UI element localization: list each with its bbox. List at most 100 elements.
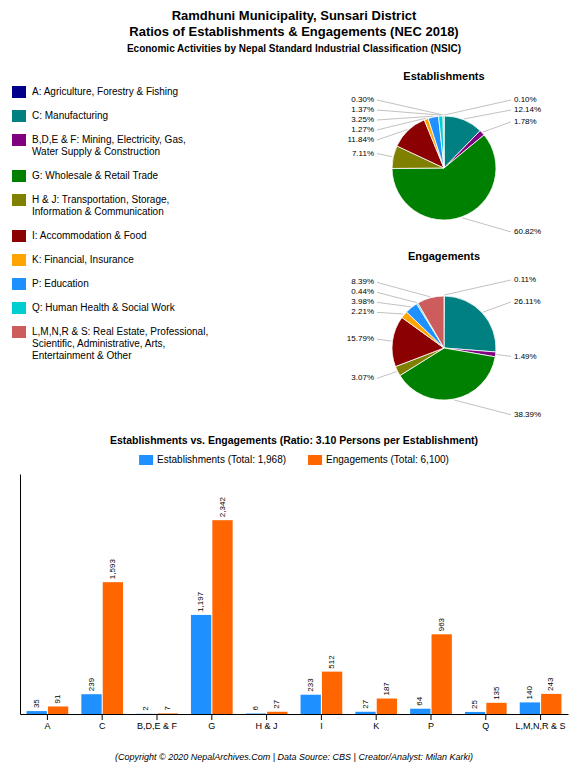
text-line: K: Financial, Insurance (32, 254, 134, 265)
leader-line (377, 282, 430, 296)
x-tick-label: H & J (256, 721, 278, 731)
bar (322, 672, 342, 714)
leader-line (377, 302, 411, 306)
legend-item: C: Manufacturing (12, 110, 108, 122)
slice-label: 0.11% (514, 275, 536, 284)
x-tick-mark (376, 714, 377, 720)
slices (392, 296, 496, 400)
x-tick: I (320, 714, 323, 731)
footer: (Copyright © 2020 NepalArchives.Com | Da… (115, 752, 473, 762)
x-axis: ACB,D,E & FGH & JIKPQL,M,N,R & S (21, 714, 569, 731)
subtitle: Economic Activities by Nepal Standard In… (127, 43, 461, 54)
text-line: Ramdhuni Municipality, Sunsari District (172, 8, 417, 23)
slice-label: 3.98% (351, 297, 374, 306)
text-line: H & J: Transportation, Storage, (32, 194, 169, 205)
text-line: G: Wholesale & Retail Trade (32, 170, 159, 181)
text-line: P: Education (32, 278, 89, 289)
legend-swatch (139, 455, 153, 465)
leader-line (464, 110, 511, 119)
chart-svg: Ramdhuni Municipality, Sunsari DistrictR… (0, 0, 588, 768)
data-labels: 3523921,1976233276425140911,59372,342275… (32, 497, 556, 711)
leader-line (444, 100, 511, 115)
bar (377, 699, 397, 714)
data-label: 7 (163, 705, 172, 710)
pie: 0.10%12.14%1.78%60.82%7.11%11.84%1.27%3.… (347, 95, 541, 236)
bar (267, 712, 287, 714)
legend-swatch (12, 110, 26, 122)
slice-label: 26.11% (514, 297, 541, 306)
legend-swatch (12, 326, 26, 338)
data-label: 1,197 (196, 591, 205, 612)
data-label: 64 (415, 696, 424, 705)
legend-label: K: Financial, Insurance (32, 254, 134, 265)
legend-item: B,D,E & F: Mining, Electricity, Gas,Wate… (12, 134, 186, 157)
x-tick-mark (102, 714, 103, 720)
legend-swatch (308, 455, 322, 465)
slice-label: 11.84% (347, 135, 374, 144)
data-label: 187 (382, 682, 391, 696)
slice-label: 0.10% (514, 95, 537, 104)
slice-label: 1.49% (514, 352, 537, 361)
x-tick: Q (482, 714, 489, 731)
slice-label: 15.79% (347, 334, 374, 343)
slice-label: 1.37% (351, 105, 374, 114)
leader-line (497, 355, 511, 357)
leader-line (462, 218, 511, 232)
leader-line (377, 292, 417, 302)
bar (301, 695, 321, 714)
slice-label: 38.39% (514, 410, 541, 419)
legend-swatch (12, 254, 26, 266)
bar (103, 582, 123, 714)
leader-line (377, 110, 441, 115)
pie-title: Engagements (408, 250, 480, 262)
x-tick-label: B,D,E & F (137, 721, 178, 731)
legend-swatch (12, 86, 26, 98)
leader-line (377, 100, 444, 115)
leader-line (444, 280, 511, 295)
text-line: L,M,N,R & S: Real Estate, Professional, (32, 326, 208, 337)
legend-label: Q: Human Health & Social Work (32, 302, 176, 313)
text-line: Ratios of Establishments & Engagements (… (129, 24, 458, 39)
text-line: Water Supply & Construction (32, 146, 160, 157)
x-tick: H & J (256, 714, 278, 731)
x-tick-mark (321, 714, 322, 720)
legend-item: P: Education (12, 278, 89, 290)
x-tick: K (373, 714, 379, 731)
bar (212, 520, 232, 714)
slice (418, 296, 444, 348)
x-tick-mark (266, 714, 267, 720)
slice (428, 116, 444, 168)
leader-line (454, 400, 511, 415)
text-line: A: Agriculture, Forestry & Fishing (32, 86, 178, 97)
x-tick-mark (540, 714, 541, 720)
leader-line (377, 312, 403, 314)
x-tick-label: A (44, 721, 50, 731)
legend-item: H & J: Transportation, Storage,Informati… (12, 194, 169, 217)
bar (410, 709, 430, 714)
x-tick: A (44, 714, 50, 731)
legend-label: A: Agriculture, Forestry & Fishing (32, 86, 178, 97)
legend-item: K: Financial, Insurance (12, 254, 134, 266)
leader-line (483, 122, 511, 132)
slice-labels: 0.11%26.11%1.49%38.39%3.07%15.79%2.21%3.… (347, 275, 541, 419)
bar-title: Establishments vs. Engagements (Ratio: 3… (110, 434, 478, 446)
bar (191, 615, 211, 714)
legend: Establishments (Total: 1,968)Engagements… (139, 454, 449, 465)
x-tick: G (208, 714, 215, 731)
bar (486, 703, 506, 714)
bar (432, 634, 452, 714)
x-tick-mark (211, 714, 212, 720)
x-tick: B,D,E & F (137, 714, 178, 731)
x-tick-label: C (99, 721, 106, 731)
data-label: 239 (87, 677, 96, 691)
x-tick: C (99, 714, 106, 731)
x-tick: P (428, 714, 434, 731)
legend-swatch (12, 278, 26, 290)
data-label: 1,593 (108, 559, 117, 580)
x-tick-label: I (320, 721, 323, 731)
text-line: Scientific, Administrative, Arts, (32, 338, 165, 349)
leader-line (483, 302, 511, 312)
slice-label: 7.11% (352, 149, 374, 158)
leader-line (377, 130, 407, 140)
text-line: C: Manufacturing (32, 110, 108, 121)
